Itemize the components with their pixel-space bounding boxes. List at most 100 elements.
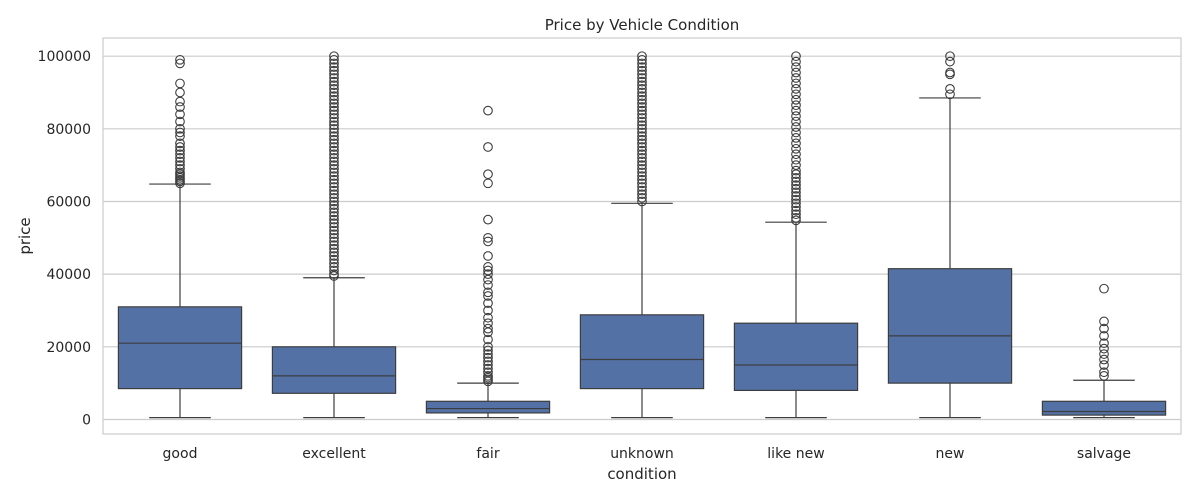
outlier-point [175,116,185,127]
outlier-point [329,138,339,149]
outlier-point [637,156,647,167]
outlier-point [329,142,339,152]
outlier-point [637,113,647,123]
outlier-point [791,187,801,198]
outlier-point [175,138,185,149]
outlier-point [329,123,339,134]
outlier-point [483,262,493,272]
outlier-point [945,67,955,78]
outlier-point [791,191,801,201]
x-tick-label: unknown [610,446,674,462]
outlier-point [329,149,339,160]
y-tick-label: 60000 [46,194,91,210]
outlier-point [637,54,647,65]
outlier-point [637,69,647,80]
box [887,268,1013,384]
outlier-point [791,215,801,226]
outlier-point [791,202,801,212]
outlier-point [1099,331,1109,341]
outlier-point [791,127,801,138]
x-tick-label: fair [476,446,499,462]
box-group [733,51,859,419]
outlier-point [1099,338,1109,349]
outlier-point [637,131,647,141]
x-tick-label: good [163,446,198,462]
outlier-point [329,258,339,269]
box-group [117,54,243,419]
outlier-point [483,345,493,356]
outlier-point [483,169,493,180]
outlier-point [329,153,339,163]
x-tick-label: like new [767,446,824,462]
x-tick-label: salvage [1077,446,1131,462]
outlier-point [483,265,493,276]
box [733,322,859,392]
x-tick-label: new [936,446,965,462]
outlier-point [329,240,339,250]
outlier-point [791,73,801,83]
outlier-point [329,127,339,138]
outlier-point [945,89,955,100]
outlier-point [329,51,339,62]
outlier-point [637,84,647,94]
outlier-point [791,154,801,165]
box-group [271,51,397,419]
outlier-point [329,247,339,258]
outlier-point [329,102,339,112]
outlier-point [329,174,339,185]
outlier-point [1099,367,1109,378]
outlier-point [483,349,493,359]
outlier-point [175,58,185,69]
outlier-point [329,131,339,141]
outlier-point [329,171,339,181]
outlier-point [329,163,339,174]
outlier-point [483,305,493,316]
outlier-point [1099,349,1109,359]
outlier-point [329,62,339,72]
outlier-point [329,262,339,272]
outlier-point [175,109,185,120]
outlier-point [1099,360,1109,370]
outlier-point [175,96,185,107]
outlier-point [329,65,339,76]
outlier-point [329,109,339,120]
y-tick-label: 80000 [46,122,91,138]
outlier-point [483,142,493,152]
outlier-point [329,218,339,229]
outlier-point [329,189,339,200]
outlier-point [175,54,185,65]
outlier-point [637,76,647,87]
outlier-point [791,138,801,149]
outlier-point [637,134,647,145]
outlier-point [791,100,801,111]
outlier-point [175,160,185,171]
outlier-point [329,269,339,279]
outlier-point [637,94,647,105]
y-tick-label: 20000 [46,340,91,356]
outlier-point [175,149,185,160]
outlier-point [791,176,801,187]
outlier-point [483,360,493,370]
box-group [425,105,551,419]
outlier-point [483,298,493,309]
outlier-point [1099,283,1109,294]
box-group [1041,283,1167,419]
outlier-point [637,142,647,152]
outlier-point [483,287,493,298]
outlier-point [175,78,185,89]
outlier-point [1099,323,1109,334]
outlier-point [637,105,647,116]
outlier-point [637,167,647,178]
outlier-point [791,56,801,67]
outlier-point [483,280,493,290]
outlier-point [329,229,339,240]
outlier-point [637,102,647,112]
outlier-point [329,182,339,192]
outlier-point [791,78,801,89]
outlier-point [175,131,185,141]
outlier-point [329,243,339,254]
outlier-point [175,167,185,178]
outlier-point [483,323,493,334]
outlier-point [175,102,185,112]
